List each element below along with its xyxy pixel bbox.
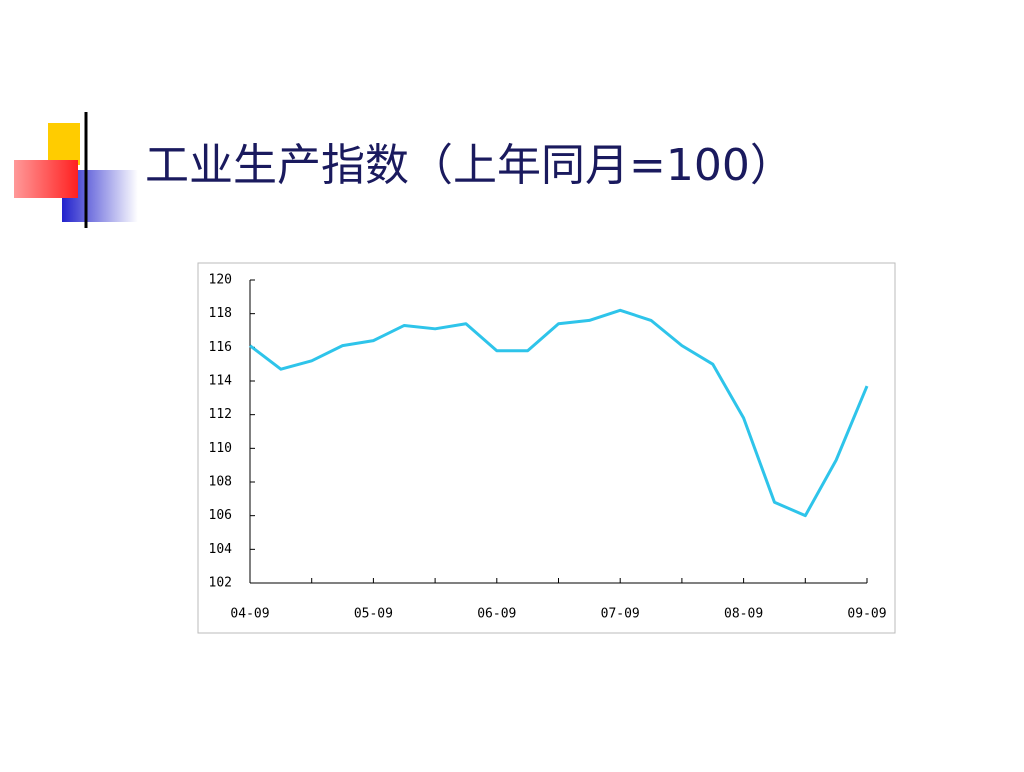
y-tick-label: 116 xyxy=(209,340,232,355)
chart-frame xyxy=(197,262,896,634)
y-tick-label: 102 xyxy=(209,576,232,591)
y-tick-label: 112 xyxy=(209,407,232,422)
plot: 102 104 106 108 110 112 114 116 118 120 04-09 05-09… xyxy=(209,273,887,622)
series-line xyxy=(249,308,869,518)
chart-title: 工业生产指数（上年同月=100） xyxy=(145,140,794,191)
decoration xyxy=(14,112,960,228)
y-tick-label: 106 xyxy=(209,508,232,523)
y-tick-label: 110 xyxy=(209,441,232,456)
y-tick-label: 104 xyxy=(209,542,233,557)
x-tick-label: 09-09 xyxy=(847,607,886,622)
x-tick-label: 07-09 xyxy=(601,607,640,622)
y-tick-label: 120 xyxy=(209,273,232,288)
x-tick-label: 05-09 xyxy=(354,607,393,622)
x-tick-label: 08-09 xyxy=(724,607,763,622)
x-tick-label: 04-09 xyxy=(230,607,269,622)
y-tick-label: 118 xyxy=(209,306,232,321)
x-tick-label: 06-09 xyxy=(477,607,516,622)
y-tick-label: 114 xyxy=(209,374,233,389)
y-tick-label: 108 xyxy=(209,475,232,490)
